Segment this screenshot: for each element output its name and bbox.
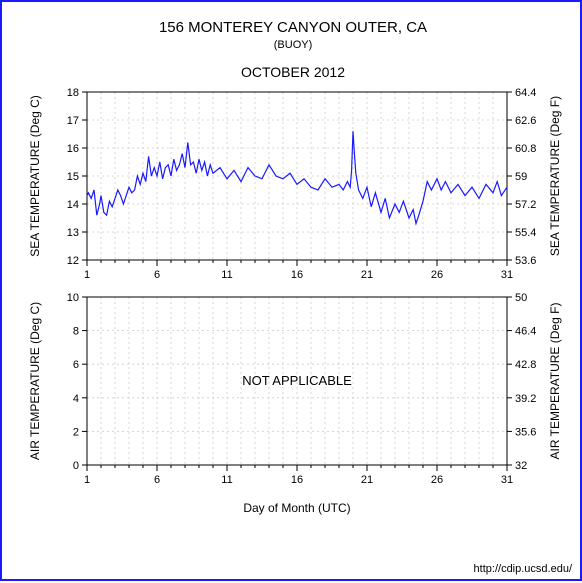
svg-text:16: 16 xyxy=(67,143,79,155)
svg-text:SEA TEMPERATURE (Deg C): SEA TEMPERATURE (Deg C) xyxy=(28,95,42,257)
svg-text:21: 21 xyxy=(361,269,373,281)
svg-text:18: 18 xyxy=(67,87,79,99)
svg-text:AIR TEMPERATURE (Deg C): AIR TEMPERATURE (Deg C) xyxy=(28,302,42,460)
svg-text:17: 17 xyxy=(67,115,79,127)
svg-text:1: 1 xyxy=(84,474,90,486)
svg-text:6: 6 xyxy=(73,359,79,371)
svg-text:16: 16 xyxy=(291,474,303,486)
svg-text:60.8: 60.8 xyxy=(515,143,536,155)
svg-text:SEA TEMPERATURE (Deg F): SEA TEMPERATURE (Deg F) xyxy=(548,96,562,256)
svg-text:57.2: 57.2 xyxy=(515,199,536,211)
svg-text:16: 16 xyxy=(291,269,303,281)
svg-text:4: 4 xyxy=(73,393,79,405)
svg-text:53.6: 53.6 xyxy=(515,255,536,267)
svg-text:26: 26 xyxy=(431,269,443,281)
footer-url: http://cdip.ucsd.edu/ xyxy=(474,563,573,575)
svg-text:13: 13 xyxy=(67,227,79,239)
subtitle: (BUOY) xyxy=(274,39,313,51)
svg-text:55.4: 55.4 xyxy=(515,227,536,239)
svg-text:50: 50 xyxy=(515,292,527,304)
svg-text:11: 11 xyxy=(221,269,232,281)
main-title: 156 MONTEREY CANYON OUTER, CA xyxy=(159,19,427,36)
svg-text:0: 0 xyxy=(73,460,79,472)
svg-text:12: 12 xyxy=(67,255,79,267)
svg-text:64.4: 64.4 xyxy=(515,87,536,99)
svg-text:26: 26 xyxy=(431,474,443,486)
svg-text:59: 59 xyxy=(515,171,527,183)
svg-text:31: 31 xyxy=(501,474,513,486)
svg-text:21: 21 xyxy=(361,474,373,486)
chart-frame: 156 MONTEREY CANYON OUTER, CA (BUOY) OCTOB… xyxy=(0,0,582,581)
svg-text:42.8: 42.8 xyxy=(515,359,536,371)
svg-text:2: 2 xyxy=(73,426,79,438)
svg-text:11: 11 xyxy=(221,474,232,486)
x-axis-label: Day of Month (UTC) xyxy=(243,501,350,515)
svg-text:8: 8 xyxy=(73,326,79,338)
svg-text:6: 6 xyxy=(154,269,160,281)
svg-text:14: 14 xyxy=(67,199,79,211)
svg-text:46.4: 46.4 xyxy=(515,326,536,338)
svg-text:35.6: 35.6 xyxy=(515,426,536,438)
not-applicable-label: NOT APPLICABLE xyxy=(242,373,352,388)
svg-text:39.2: 39.2 xyxy=(515,393,536,405)
svg-text:15: 15 xyxy=(67,171,79,183)
svg-text:31: 31 xyxy=(501,269,513,281)
svg-text:1: 1 xyxy=(84,269,90,281)
svg-text:32: 32 xyxy=(515,460,527,472)
svg-text:6: 6 xyxy=(154,474,160,486)
svg-text:AIR TEMPERATURE (Deg F): AIR TEMPERATURE (Deg F) xyxy=(548,303,562,460)
period-title: OCTOBER 2012 xyxy=(241,64,345,80)
svg-text:10: 10 xyxy=(67,292,79,304)
chart-svg: 156 MONTEREY CANYON OUTER, CA (BUOY) OCTOB… xyxy=(2,2,582,583)
svg-text:62.6: 62.6 xyxy=(515,115,536,127)
